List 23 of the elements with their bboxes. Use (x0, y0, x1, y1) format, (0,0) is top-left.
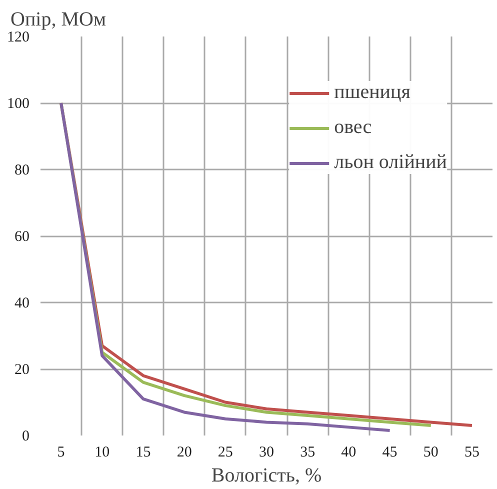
x-tick-label: 55 (464, 444, 480, 460)
x-tick-label: 50 (423, 444, 438, 460)
legend-label: льон олійний (334, 151, 447, 174)
x-tick-label: 15 (136, 444, 151, 460)
y-tick-label: 40 (14, 296, 30, 312)
x-tick-label: 40 (341, 444, 356, 460)
y-axis-title: Опір, МОм (10, 8, 106, 30)
y-tick-label: 80 (14, 162, 30, 178)
legend-label: пшениця (334, 81, 410, 104)
x-tick-label: 30 (259, 444, 274, 460)
x-tick-label: 20 (176, 444, 192, 460)
x-tick-label: 45 (382, 444, 398, 460)
y-tick-label: 120 (7, 30, 30, 46)
y-tick-label: 20 (14, 362, 30, 378)
x-tick-label: 10 (94, 444, 110, 460)
y-tick-label: 60 (14, 229, 30, 245)
x-tick-label: 5 (57, 444, 65, 460)
x-tick-label: 25 (218, 444, 233, 460)
x-tick-label: 35 (300, 444, 316, 460)
legend-label: овес (334, 116, 372, 139)
x-axis-title: Вологість, % (211, 464, 322, 486)
y-tick-label: 100 (7, 96, 30, 112)
y-tick-label: 0 (22, 428, 30, 444)
